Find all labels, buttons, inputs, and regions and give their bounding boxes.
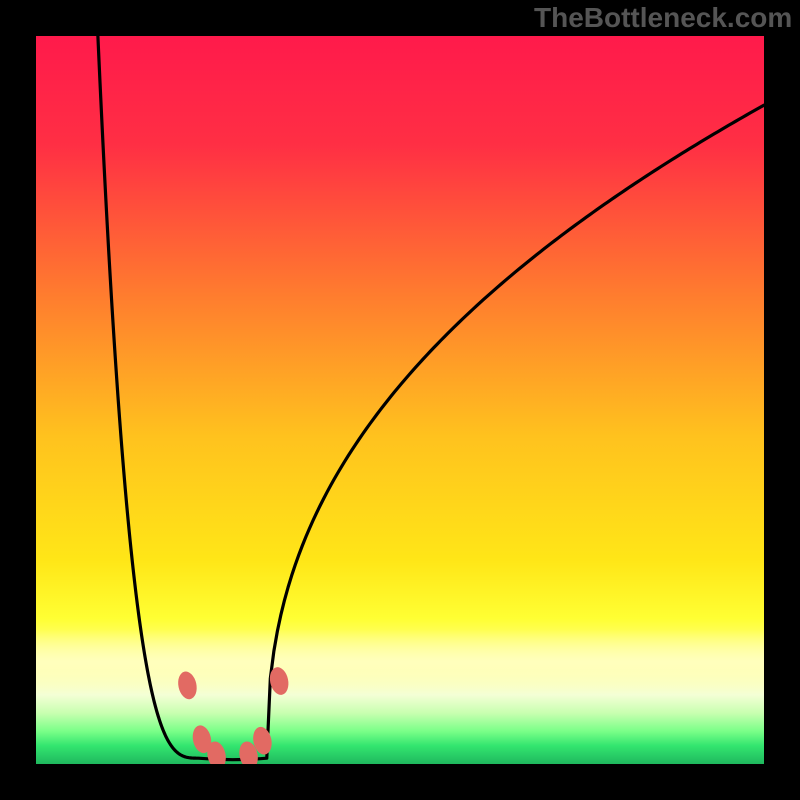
watermark-text: TheBottleneck.com (534, 2, 792, 34)
bottleneck-chart (36, 36, 764, 764)
